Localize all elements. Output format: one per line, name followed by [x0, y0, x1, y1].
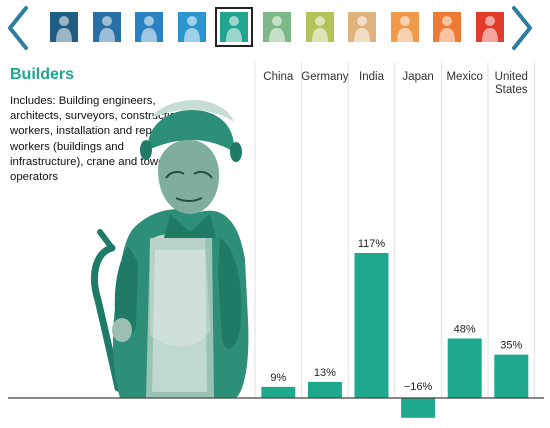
- chevron-left-icon[interactable]: [4, 4, 34, 52]
- thumbnail-9[interactable]: [390, 12, 419, 42]
- worker-icon: [220, 12, 249, 42]
- thumbnail-7[interactable]: [305, 12, 334, 42]
- worker-icon: [92, 12, 121, 42]
- value-label: −16%: [404, 381, 433, 393]
- category-label: China: [263, 71, 294, 83]
- thumbnail-10[interactable]: [433, 12, 462, 42]
- worker-icon: [348, 12, 377, 42]
- page-title: Builders: [10, 66, 75, 83]
- worker-icon: [177, 12, 206, 42]
- worker-icon: [433, 12, 462, 42]
- bar-mexico: [447, 338, 482, 398]
- bar-united-states: [494, 354, 529, 398]
- worker-icon: [476, 12, 504, 42]
- category-label: United States: [495, 71, 528, 96]
- thumbnail-5[interactable]: [215, 7, 254, 47]
- category-label: Germany: [301, 71, 349, 83]
- category-label: Japan: [402, 71, 433, 83]
- occupation-description: Includes: Building engineers, architects…: [10, 95, 183, 184]
- category-label: Mexico: [446, 71, 482, 83]
- welder-illustration: [91, 100, 249, 398]
- thumbnail-8[interactable]: [348, 12, 377, 42]
- worker-icon: [390, 12, 419, 42]
- chevron-right-icon[interactable]: [506, 4, 536, 52]
- thumbnail-2[interactable]: [92, 12, 121, 42]
- thumbnail-3[interactable]: [135, 12, 164, 42]
- bar-germany: [307, 381, 342, 398]
- value-label: 13%: [314, 367, 336, 379]
- chart-grid: [254, 62, 536, 398]
- value-label: 48%: [454, 324, 476, 336]
- thumbnail-6[interactable]: [263, 12, 291, 42]
- bar-china: [261, 386, 296, 398]
- bar-japan: [401, 398, 436, 418]
- thumbnail-1[interactable]: [50, 12, 78, 42]
- worker-icon: [305, 12, 334, 42]
- bar-india: [354, 253, 389, 398]
- worker-icon: [135, 12, 164, 42]
- chart-bars: [261, 253, 529, 418]
- worker-icon: [263, 12, 291, 42]
- value-label: 35%: [500, 340, 522, 352]
- category-label: India: [359, 71, 385, 83]
- thumbnail-11[interactable]: [476, 12, 504, 42]
- value-label: 117%: [358, 238, 386, 250]
- worker-icon: [50, 12, 78, 42]
- chart-value-labels: 9% 13% 117% −16% 48% 35%: [270, 238, 522, 393]
- value-label: 9%: [270, 372, 286, 384]
- chart-category-labels: China Germany India Japan Mexico United States: [263, 71, 528, 96]
- thumbnail-4[interactable]: [177, 12, 206, 42]
